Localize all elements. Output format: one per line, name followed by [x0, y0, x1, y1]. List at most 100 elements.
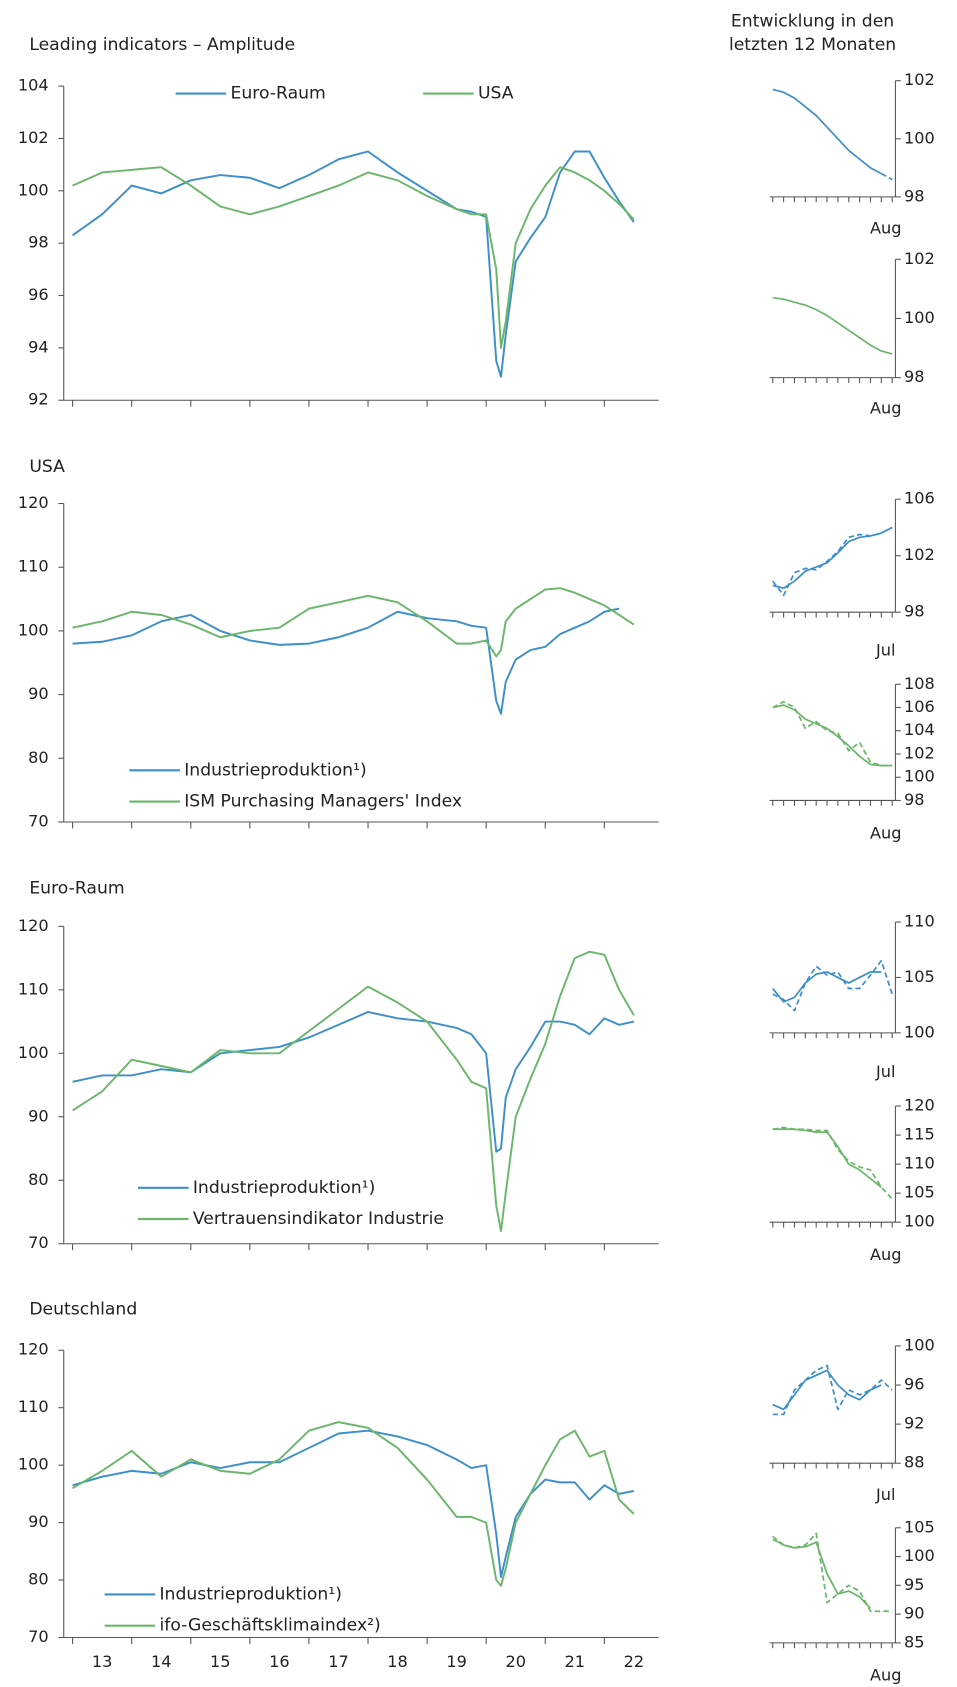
y-tick-label: 92 [28, 390, 49, 409]
x-tick-label: 22 [624, 1652, 645, 1671]
y-tick-label: 85 [904, 1632, 925, 1651]
x-tick-label: 20 [505, 1652, 526, 1671]
chart-title: Euro-Raum [29, 879, 124, 899]
y-tick-label: 104 [904, 720, 935, 739]
y-tick-label: 100 [904, 1022, 935, 1041]
side-title: Entwicklung in den [731, 12, 894, 32]
y-tick-label: 100 [18, 1455, 49, 1474]
y-tick-label: 105 [904, 967, 935, 986]
x-tick-label: 21 [565, 1652, 586, 1671]
y-tick-label: 110 [904, 1154, 935, 1173]
y-tick-label: 94 [28, 337, 49, 356]
y-tick-label: 96 [904, 1375, 925, 1394]
legend-label: Euro-Raum [231, 84, 326, 104]
y-tick-label: 120 [18, 1340, 49, 1359]
y-tick-label: 90 [28, 684, 49, 703]
legend-label: ifo-Geschäftsklimaindex²) [159, 1616, 380, 1636]
x-tick-label: 18 [387, 1652, 408, 1671]
legend-label: Industrieproduktion¹) [193, 1178, 375, 1198]
x-tick-label: Aug [870, 398, 902, 417]
y-tick-label: 100 [18, 620, 49, 639]
y-tick-label: 100 [904, 128, 935, 147]
y-tick-label: 102 [904, 545, 935, 564]
y-tick-label: 70 [28, 1233, 49, 1252]
y-tick-label: 92 [904, 1414, 925, 1433]
y-tick-label: 98 [28, 233, 49, 252]
y-tick-label: 96 [28, 285, 49, 304]
line [72, 1011, 635, 1153]
y-tick-label: 104 [18, 76, 49, 95]
line [72, 587, 635, 658]
line [772, 88, 882, 175]
x-tick-label: Jul [875, 1485, 895, 1504]
y-tick-label: 70 [28, 811, 49, 830]
x-tick-label: 13 [92, 1652, 113, 1671]
side-title: letzten 12 Monaten [729, 35, 896, 55]
legend-label: Industrieproduktion¹) [184, 760, 366, 780]
y-tick-label: 80 [28, 748, 49, 767]
line [72, 150, 635, 378]
x-tick-label: Jul [875, 1062, 895, 1081]
legend-label: USA [478, 84, 514, 104]
y-tick-label: 100 [18, 180, 49, 199]
y-tick-label: 100 [904, 308, 935, 327]
y-tick-label: 95 [904, 1575, 925, 1594]
y-tick-label: 100 [904, 1546, 935, 1565]
line [772, 971, 882, 1003]
x-tick-label: Aug [870, 1666, 902, 1685]
y-tick-label: 120 [18, 916, 49, 935]
line [880, 172, 893, 181]
y-tick-label: 98 [904, 790, 925, 809]
chart-title: Deutschland [29, 1299, 137, 1319]
line [772, 526, 893, 590]
x-tick-label: 17 [328, 1652, 349, 1671]
line [72, 950, 635, 1233]
y-tick-label: 98 [904, 186, 925, 205]
y-tick-label: 100 [18, 1043, 49, 1062]
y-tick-label: 70 [28, 1627, 49, 1646]
line [772, 296, 893, 355]
y-tick-label: 98 [904, 602, 925, 621]
x-tick-label: 15 [210, 1652, 231, 1671]
line [772, 526, 893, 597]
x-tick-label: 19 [446, 1652, 467, 1671]
legend-label: Vertrauensindikator Industrie [193, 1209, 444, 1229]
line [772, 959, 893, 1012]
x-tick-label: Aug [870, 1245, 902, 1264]
y-tick-label: 102 [904, 70, 935, 89]
y-tick-label: 106 [904, 697, 935, 716]
y-tick-label: 98 [904, 367, 925, 386]
y-tick-label: 105 [904, 1517, 935, 1536]
x-tick-label: Jul [875, 640, 895, 659]
x-tick-label: Aug [870, 219, 902, 238]
y-tick-label: 110 [18, 1397, 49, 1416]
y-tick-label: 108 [904, 674, 935, 693]
y-tick-label: 88 [904, 1453, 925, 1472]
line [772, 1364, 893, 1416]
y-tick-label: 80 [28, 1170, 49, 1189]
y-tick-label: 100 [904, 1335, 935, 1354]
y-tick-label: 102 [904, 743, 935, 762]
line [772, 1126, 893, 1200]
line [72, 1421, 635, 1587]
y-tick-label: 102 [904, 249, 935, 268]
y-tick-label: 120 [18, 493, 49, 512]
x-tick-label: 14 [151, 1652, 172, 1671]
chart-title: Leading indicators – Amplitude [29, 35, 295, 55]
y-tick-label: 100 [904, 767, 935, 786]
y-tick-label: 90 [28, 1512, 49, 1531]
y-tick-label: 110 [904, 912, 935, 931]
y-tick-label: 90 [28, 1106, 49, 1125]
y-tick-label: 106 [904, 489, 935, 508]
line [72, 166, 635, 349]
y-tick-label: 102 [18, 128, 49, 147]
legend-label: Industrieproduktion¹) [159, 1584, 341, 1604]
line [772, 700, 893, 767]
y-tick-label: 115 [904, 1125, 935, 1144]
y-tick-label: 100 [904, 1212, 935, 1231]
y-tick-label: 120 [904, 1096, 935, 1115]
legend-label: ISM Purchasing Managers' Index [184, 792, 462, 812]
line [72, 607, 620, 715]
chart-title: USA [29, 457, 65, 477]
